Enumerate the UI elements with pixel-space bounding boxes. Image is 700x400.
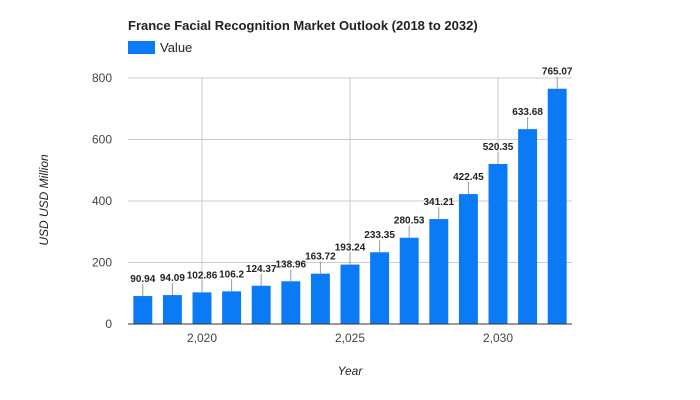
- bar[interactable]: [518, 129, 538, 324]
- data-label: 163.72: [305, 252, 336, 263]
- bar[interactable]: [399, 237, 419, 324]
- x-axis-title: Year: [338, 364, 364, 378]
- data-label: 124.37: [246, 264, 277, 275]
- x-tick-label: 2,020: [187, 331, 217, 345]
- data-label: 765.07: [542, 67, 573, 78]
- axes: 0 200 400 600 800 2,020 2,025 2,030: [92, 71, 572, 345]
- bar[interactable]: [340, 264, 360, 324]
- data-label: 193.24: [335, 243, 366, 254]
- data-label: 422.45: [453, 172, 484, 183]
- data-label: 233.35: [364, 230, 395, 241]
- bar[interactable]: [488, 163, 508, 324]
- legend-swatch: [128, 41, 155, 54]
- bar[interactable]: [429, 219, 449, 324]
- y-tick-label: 600: [92, 133, 112, 147]
- data-label: 633.68: [512, 107, 543, 118]
- bar[interactable]: [162, 295, 182, 324]
- data-label: 102.86: [187, 270, 218, 281]
- data-label: 106.2: [219, 269, 244, 280]
- bar[interactable]: [222, 291, 242, 324]
- data-label: 280.53: [394, 216, 425, 227]
- y-tick-label: 400: [92, 194, 112, 208]
- bar[interactable]: [310, 273, 330, 324]
- bars: [133, 88, 567, 325]
- y-tick-label: 0: [105, 317, 112, 331]
- x-tick-label: 2,025: [335, 331, 365, 345]
- bar[interactable]: [547, 88, 567, 325]
- bar[interactable]: [192, 292, 212, 324]
- data-label: 138.96: [276, 259, 307, 270]
- data-label: 341.21: [424, 197, 455, 208]
- data-label: 94.09: [160, 273, 185, 284]
- legend[interactable]: Value: [128, 40, 192, 55]
- x-tick-label: 2,030: [483, 331, 513, 345]
- bar[interactable]: [458, 194, 478, 324]
- data-label: 520.35: [483, 142, 514, 153]
- chart-title: France Facial Recognition Market Outlook…: [128, 18, 478, 33]
- bar[interactable]: [281, 281, 301, 324]
- data-label: 90.94: [130, 274, 155, 285]
- bar[interactable]: [251, 285, 271, 324]
- bar[interactable]: [370, 252, 390, 324]
- y-tick-label: 800: [92, 71, 112, 85]
- y-tick-label: 200: [92, 256, 112, 270]
- y-axis-title: USD USD Million: [37, 154, 51, 246]
- legend-label: Value: [160, 40, 193, 55]
- bar[interactable]: [133, 296, 153, 324]
